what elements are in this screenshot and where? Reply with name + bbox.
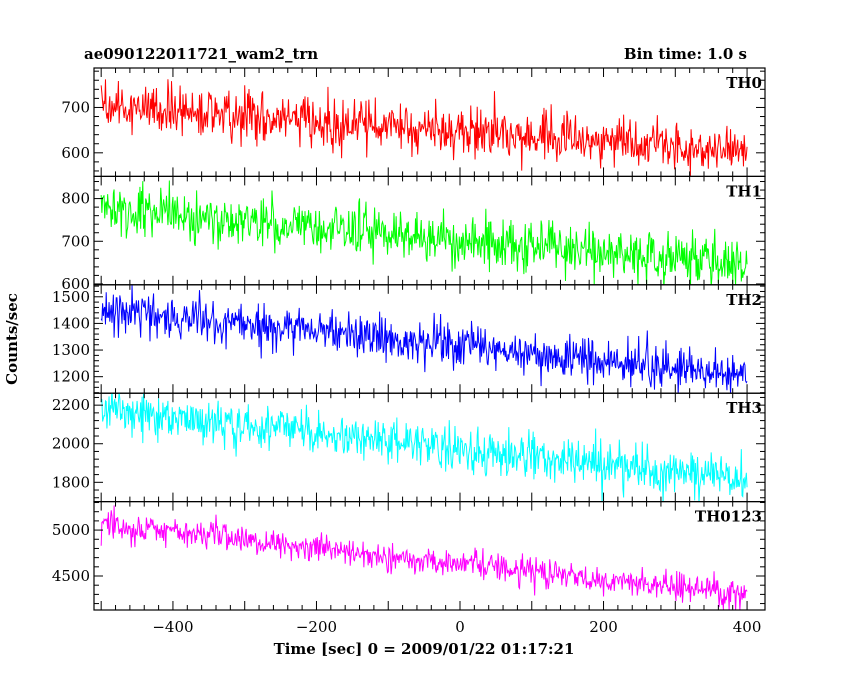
- x-tick-label: 200: [589, 618, 618, 636]
- y-tick-label: 700: [61, 232, 90, 250]
- panel-th0: 600 700 TH0: [61, 67, 766, 178]
- y-tick-label: 1300: [52, 341, 90, 359]
- panel-frame: [93, 284, 766, 394]
- panel-th1: 600 700 800 TH1: [61, 175, 766, 293]
- series-line-th0123: [100, 505, 748, 611]
- x-axis-label: Time [sec] 0 = 2009/01/22 01:17:21: [274, 640, 575, 658]
- y-tick-label: 700: [61, 98, 90, 116]
- y-tick-label: 2000: [52, 435, 90, 453]
- y-tick-label: 1200: [52, 368, 90, 386]
- y-tick-label: 1800: [52, 473, 90, 491]
- series-line-th0: [100, 79, 748, 177]
- y-tick-label: 4500: [52, 567, 90, 585]
- series-line-th2: [100, 285, 748, 394]
- panel-th2: 1200 1300 1400 1500 TH2: [52, 284, 766, 394]
- y-tick-label: 2200: [52, 396, 90, 414]
- panel-label: TH2: [726, 291, 762, 309]
- y-tick-label: 600: [61, 275, 90, 293]
- panel-label: TH0123: [695, 508, 762, 526]
- y-tick-label: 800: [61, 190, 90, 208]
- panel-label: TH0: [726, 74, 762, 92]
- series-line-th1: [100, 180, 748, 285]
- x-tick-label: −400: [152, 618, 193, 636]
- y-tick-label: 1400: [52, 314, 90, 332]
- x-tick-label: 0: [455, 618, 465, 636]
- x-tick-label: 400: [733, 618, 762, 636]
- panel-frame: [93, 501, 766, 611]
- light-curve-panels: 600 700 TH0 600 700 800 TH1 1200 1300 1400 1500 TH2…: [52, 67, 766, 636]
- panel-label: TH3: [726, 399, 762, 417]
- y-axis-label: Counts/sec: [3, 293, 21, 385]
- x-tick-label: −200: [296, 618, 337, 636]
- series-line-th3: [100, 393, 748, 502]
- panel-label: TH1: [726, 182, 762, 200]
- panel-th3: 1800 2000 2200 TH3: [52, 392, 766, 503]
- y-tick-label: 600: [61, 144, 90, 162]
- chart-title: ae090122011721_wam2_trn: [84, 45, 318, 63]
- y-tick-label: 5000: [52, 521, 90, 539]
- panel-th0123: 4500 5000 TH0123: [52, 501, 766, 611]
- bin-time-label: Bin time: 1.0 s: [624, 45, 747, 63]
- y-tick-label: 1500: [52, 288, 90, 306]
